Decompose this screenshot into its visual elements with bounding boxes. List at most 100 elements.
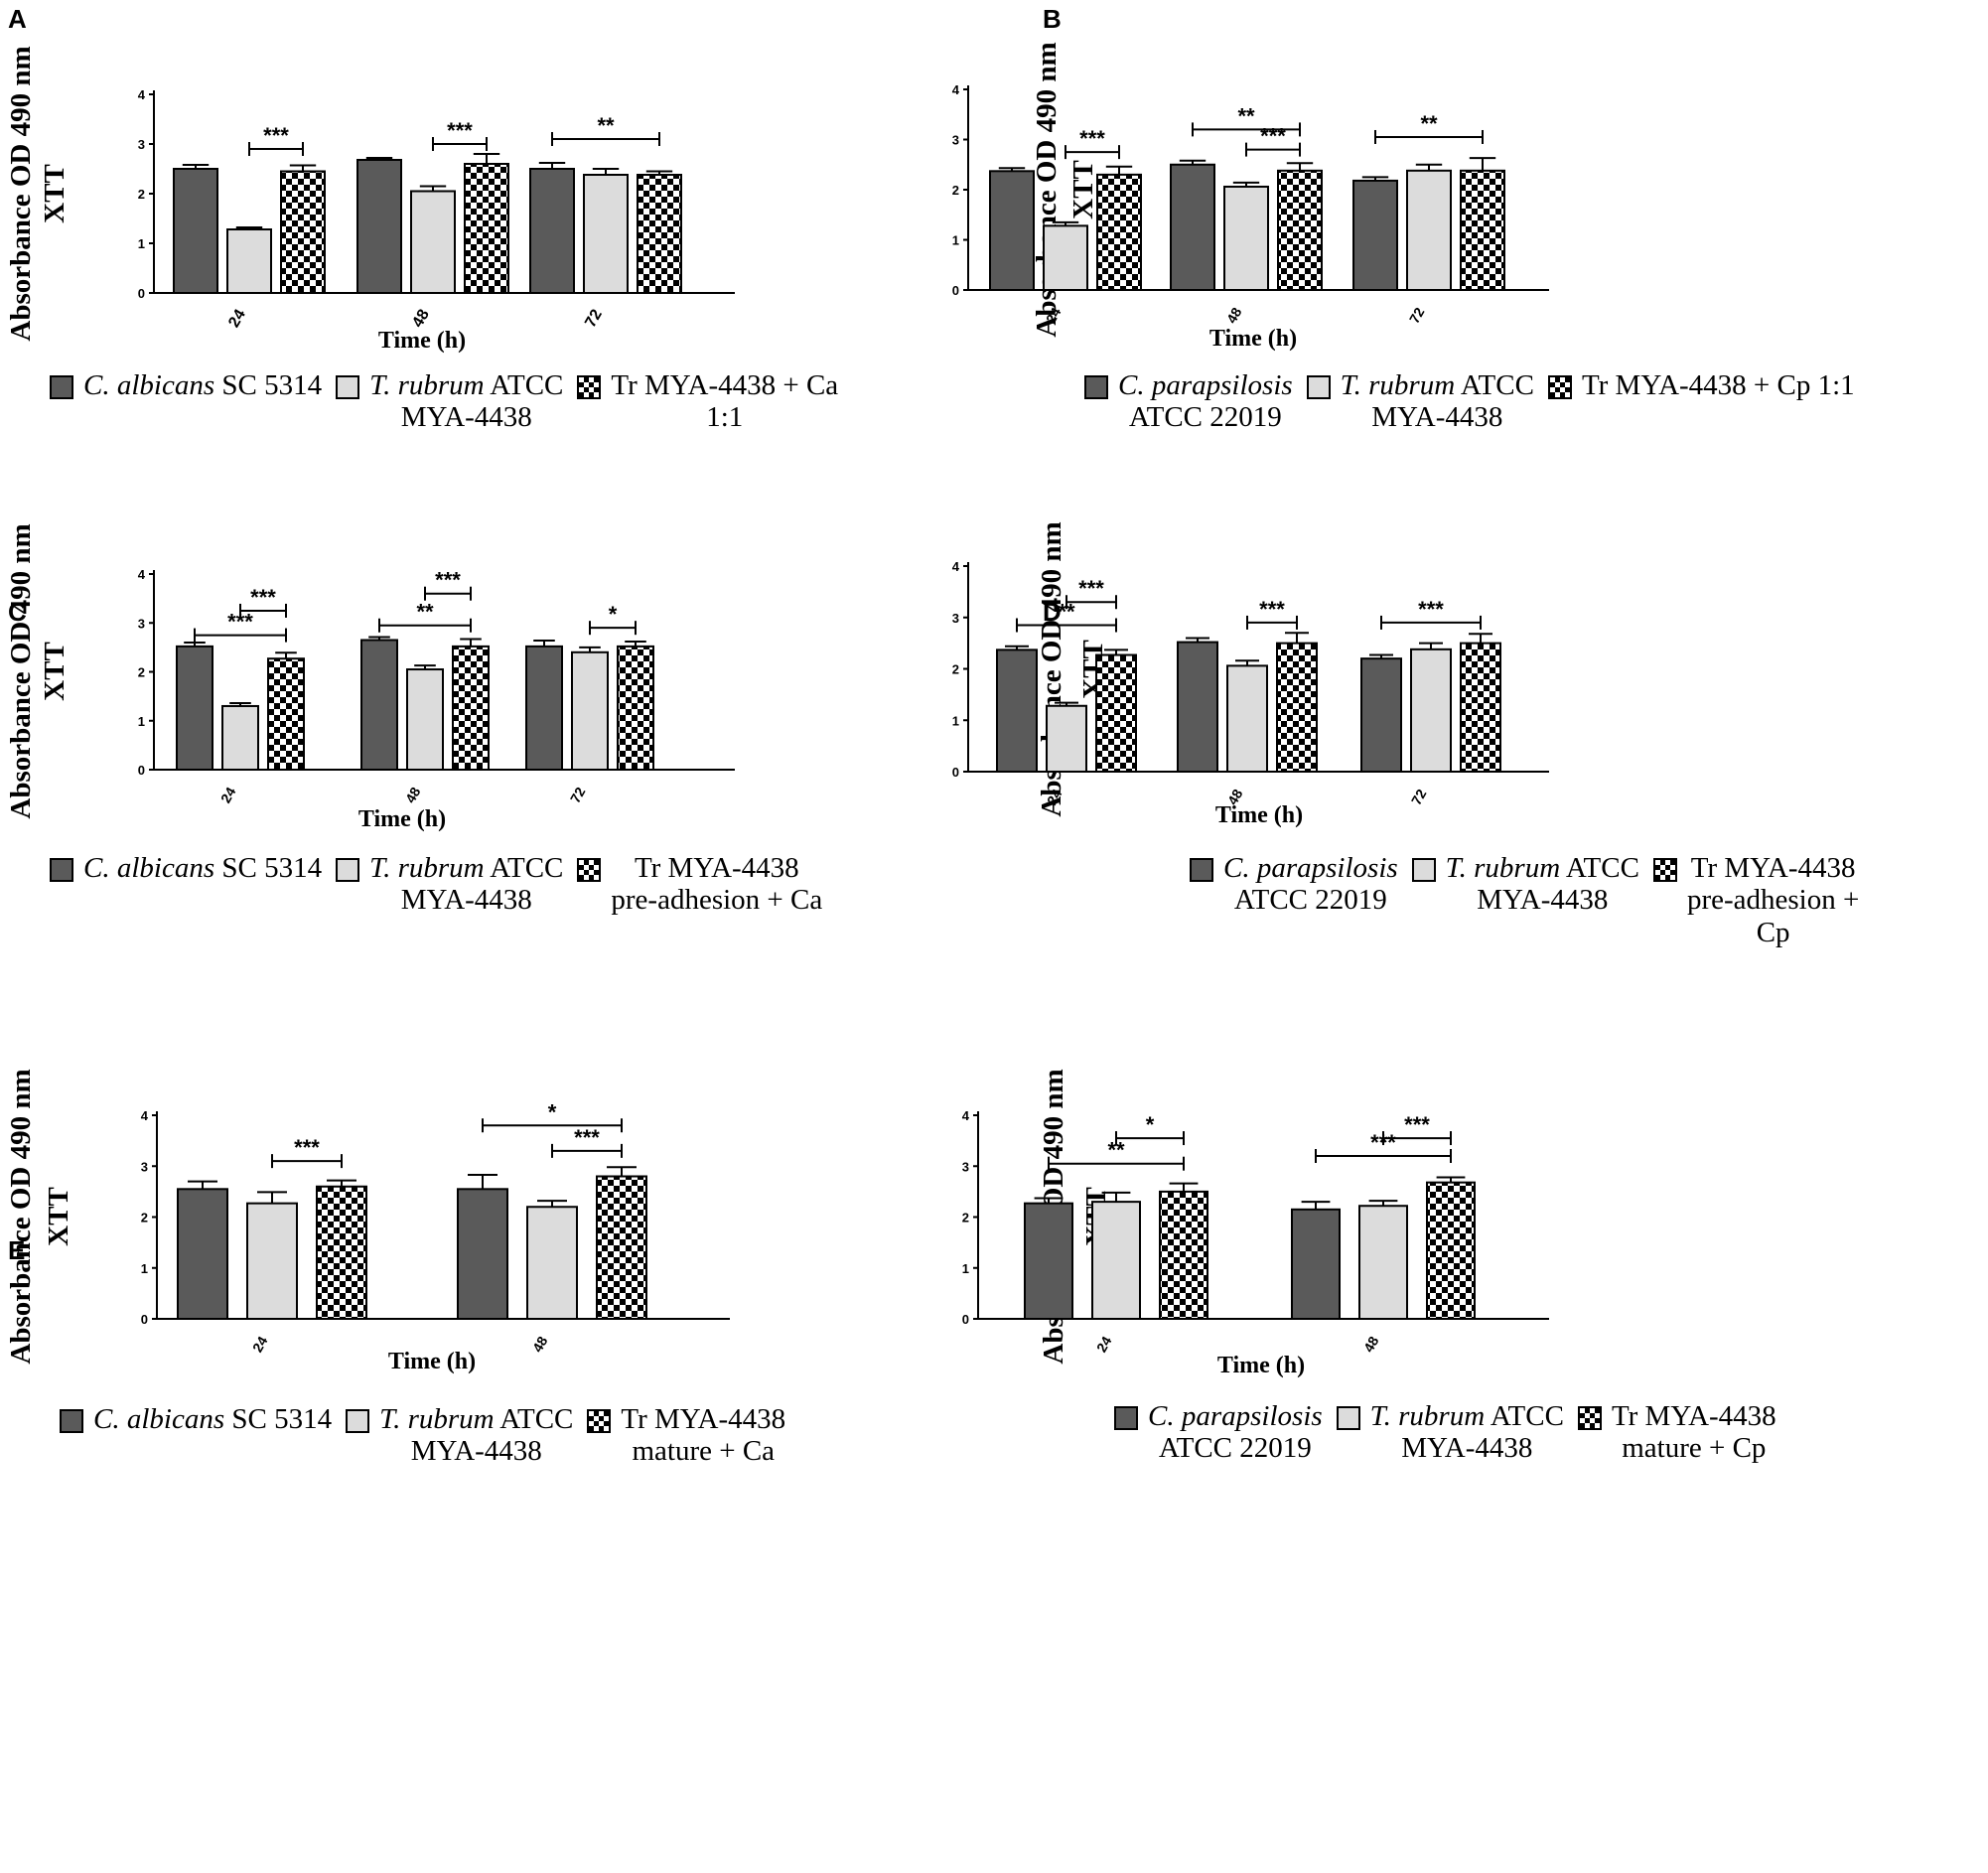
- bar-light: [1226, 664, 1268, 774]
- y-tick-label: 2: [138, 187, 145, 202]
- y-tick-label: 2: [952, 662, 959, 677]
- chart-panel-a: A 0 1 2 3 4 Absorbance OD 490 nm XTT Time (h) 24 4…: [5, 4, 735, 354]
- x-axis-label: Time (h): [388, 1349, 476, 1374]
- legend-item-check: Tr MYA-4438 pre-adhesion + Ca: [577, 852, 822, 917]
- legend-item-light: T. rubrum ATCC MYA-4438: [336, 369, 563, 434]
- significance-label: *: [548, 1099, 557, 1124]
- bar-check: [316, 1185, 367, 1320]
- x-tick-label: 72: [582, 307, 606, 331]
- bar-light: [571, 650, 609, 771]
- legend-item-dark: C. albicans SC 5314: [50, 369, 322, 401]
- bar-dark: [1291, 1208, 1341, 1320]
- legend-item-dark: C. parapsilosis ATCC 22019: [1190, 852, 1398, 917]
- bar-check: [1159, 1190, 1208, 1320]
- bar-check: [1276, 642, 1318, 773]
- legend-label: Tr MYA-4438 + Cp 1:1: [1581, 369, 1855, 401]
- y-tick-label: 1: [138, 236, 145, 251]
- bar-check: [1096, 173, 1142, 292]
- y-tick-label: 2: [952, 183, 959, 198]
- y-axis-label: Absorbance OD 490 nm: [5, 46, 37, 341]
- y-axis-label: Absorbance OD 490 nm: [1036, 521, 1067, 816]
- bar-check: [452, 645, 490, 772]
- legend-swatch: [346, 1409, 370, 1433]
- legend-label: Tr MYA-4438 mature + Ca: [621, 1403, 786, 1468]
- y-tick-label: 4: [962, 1108, 970, 1123]
- y-tick-label: 3: [138, 616, 145, 631]
- legend-label: C. albicans SC 5314: [83, 852, 323, 884]
- y-tick-label: 1: [962, 1261, 969, 1276]
- legend-item-light: T. rubrum ATCC MYA-4438: [1306, 369, 1534, 434]
- chart-panel-b: B 0 1 2 3 4 Absorbance OD 490 nm XTT Time (h) 24 4…: [952, 4, 1549, 352]
- legend-panel-e: C. albicans SC 5314 T. rubrum ATCC MYA-443…: [60, 1403, 799, 1468]
- bar-dark: [996, 648, 1038, 773]
- x-tick-label: 48: [529, 1334, 551, 1356]
- bar-dark: [177, 1188, 228, 1320]
- y-tick-label: 0: [138, 286, 145, 301]
- legend-swatch: [1114, 1406, 1138, 1430]
- legend-label: T. rubrum ATCC MYA-4438: [379, 1403, 574, 1468]
- legend-item-check: Tr MYA-4438 pre-adhesion + Cp: [1652, 852, 1859, 948]
- y-axis-label-unit: XTT: [39, 642, 71, 701]
- legend-swatch: [1084, 375, 1108, 399]
- legend-panel-f: C. parapsilosis ATCC 22019 T. rubrum ATCC M…: [1114, 1400, 1790, 1465]
- bar-check: [280, 170, 326, 294]
- y-tick-label: 1: [138, 714, 145, 729]
- legend-label: T. rubrum ATCC MYA-4438: [369, 852, 564, 917]
- legend-label: C. albicans SC 5314: [93, 1403, 333, 1435]
- bar-dark: [1024, 1202, 1073, 1320]
- y-tick-label: 1: [141, 1261, 148, 1276]
- y-tick-label: 1: [952, 713, 959, 728]
- legend-panel-c: C. albicans SC 5314 T. rubrum ATCC MYA-443…: [50, 852, 836, 917]
- legend-swatch: [1547, 375, 1572, 399]
- significance-label: ***: [1260, 124, 1286, 149]
- legend-item-check: Tr MYA-4438 mature + Ca: [587, 1403, 785, 1468]
- y-tick-label: 4: [138, 87, 146, 102]
- y-tick-label: 3: [952, 611, 959, 626]
- legend-swatch: [1306, 375, 1331, 399]
- y-tick-label: 4: [952, 559, 960, 574]
- legend-item-light: T. rubrum ATCC MYA-4438: [336, 852, 563, 917]
- x-tick-label: 72: [1406, 305, 1428, 327]
- y-tick-label: 1: [952, 233, 959, 248]
- legend-swatch: [336, 858, 360, 882]
- significance-label: **: [416, 600, 434, 625]
- bar-check: [464, 163, 509, 294]
- bar-light: [410, 190, 456, 294]
- bar-light: [226, 228, 272, 294]
- legend-swatch: [336, 375, 360, 399]
- legend-item-light: T. rubrum ATCC MYA-4438: [1411, 852, 1639, 917]
- bar-dark: [360, 639, 398, 771]
- y-tick-label: 0: [141, 1312, 148, 1327]
- legend-swatch: [1190, 858, 1213, 882]
- significance-label: *: [609, 602, 618, 627]
- y-tick-label: 4: [141, 1108, 149, 1123]
- bar-dark: [1360, 657, 1402, 774]
- significance-label: *: [1146, 1112, 1155, 1137]
- x-tick-label: 48: [1224, 787, 1246, 808]
- legend-label: C. parapsilosis ATCC 22019: [1118, 369, 1293, 434]
- panel-letter: D: [1043, 597, 1062, 627]
- y-tick-label: 2: [138, 665, 145, 680]
- bar-dark: [989, 170, 1035, 291]
- legend-item-check: Tr MYA-4438 mature + Cp: [1577, 1400, 1776, 1465]
- legend-item-check: Tr MYA-4438 + Cp 1:1: [1547, 369, 1855, 401]
- y-tick-label: 0: [952, 283, 959, 298]
- significance-label: ***: [574, 1125, 600, 1150]
- x-tick-label: 24: [1093, 1334, 1115, 1356]
- bar-light: [1410, 648, 1452, 774]
- bar-dark: [176, 645, 213, 772]
- x-axis-label: Time (h): [358, 806, 446, 832]
- y-tick-label: 4: [952, 82, 960, 97]
- bar-light: [583, 174, 629, 294]
- legend-swatch: [1652, 858, 1677, 882]
- legend-swatch: [60, 1409, 83, 1433]
- chart-panel-e: E 0 1 2 3 4 Absorbance OD 490 nm XTT Time (h) 24 4…: [5, 1069, 730, 1374]
- bar-dark: [457, 1188, 508, 1320]
- chart-panel-c: C 0 1 2 3 4 Absorbance OD 490 nm XTT Time (h) 24 4…: [5, 523, 735, 832]
- x-axis-label: Time (h): [378, 328, 466, 354]
- panel-letter: C: [8, 597, 27, 627]
- legend-swatch: [577, 375, 602, 399]
- legend-swatch: [1577, 1406, 1602, 1430]
